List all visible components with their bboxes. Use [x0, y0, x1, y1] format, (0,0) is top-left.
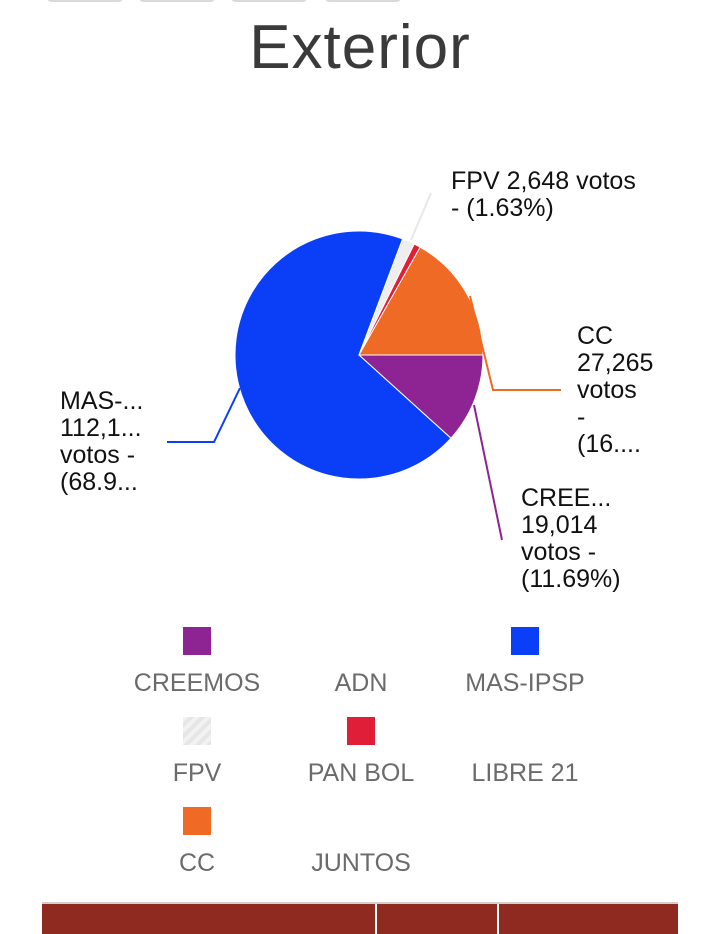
leader-cc: [469, 295, 561, 391]
legend-label: LIBRE 21: [471, 759, 579, 787]
legend-swatch: [347, 717, 375, 745]
legend-label: PAN BOL: [307, 759, 415, 787]
label-creemos: CREE... 19,014 votos - (11.69%): [521, 484, 621, 593]
legend-item-fpv[interactable]: FPV: [117, 717, 277, 788]
legend-label: FPV: [172, 759, 222, 787]
legend-swatch: [183, 627, 211, 655]
label-leaders: [167, 192, 561, 541]
legend-label: CC: [178, 849, 216, 877]
leader-mas: [167, 387, 241, 443]
label-mas-ipsp: MAS-... 112,1... votos - (68.9...: [60, 387, 150, 496]
pie-chart: FPV 2,648 votos - (1.63%) CC 27,265 voto…: [60, 167, 660, 593]
leader-fpv: [410, 192, 432, 241]
pie-slice-mas-ipsp[interactable]: [234, 230, 452, 480]
slice-labels: FPV 2,648 votos - (1.63%) CC 27,265 voto…: [60, 167, 660, 593]
legend-swatch: [511, 627, 539, 655]
pie-slices: [234, 230, 484, 480]
label-fpv: FPV 2,648 votos - (1.63%): [451, 167, 643, 222]
legend-item-juntos[interactable]: JUNTOS: [281, 807, 441, 878]
legend-item-libre-21[interactable]: LIBRE 21: [445, 717, 605, 788]
legend-item-pan-bol[interactable]: PAN BOL: [281, 717, 441, 788]
label-cc: CC 27,265 votos - (16....: [577, 322, 660, 458]
chart-title: Exterior: [249, 13, 471, 82]
pie-slice-creemos[interactable]: [357, 354, 484, 439]
column-divider: [375, 904, 377, 934]
legend-swatch: [183, 807, 211, 835]
legend-label: CREEMOS: [133, 669, 261, 697]
column-divider: [497, 904, 499, 934]
legend-swatch: [511, 717, 539, 745]
legend-swatch: [183, 717, 211, 745]
legend-swatch: [347, 627, 375, 655]
leader-creemos: [473, 404, 503, 541]
legend-item-cc[interactable]: CC: [117, 807, 277, 878]
legend-label: JUNTOS: [311, 849, 411, 877]
legend-item-adn[interactable]: ADN: [281, 627, 441, 698]
legend-swatch: [347, 807, 375, 835]
legend-item-creemos[interactable]: CREEMOS: [117, 627, 277, 698]
legend-label: MAS-IPSP: [465, 669, 585, 697]
top-tab-strip: [0, 0, 720, 2]
legend-item-mas-ipsp[interactable]: MAS-IPSP: [445, 627, 605, 698]
legend-label: ADN: [334, 669, 388, 697]
results-table-header: [42, 902, 678, 934]
